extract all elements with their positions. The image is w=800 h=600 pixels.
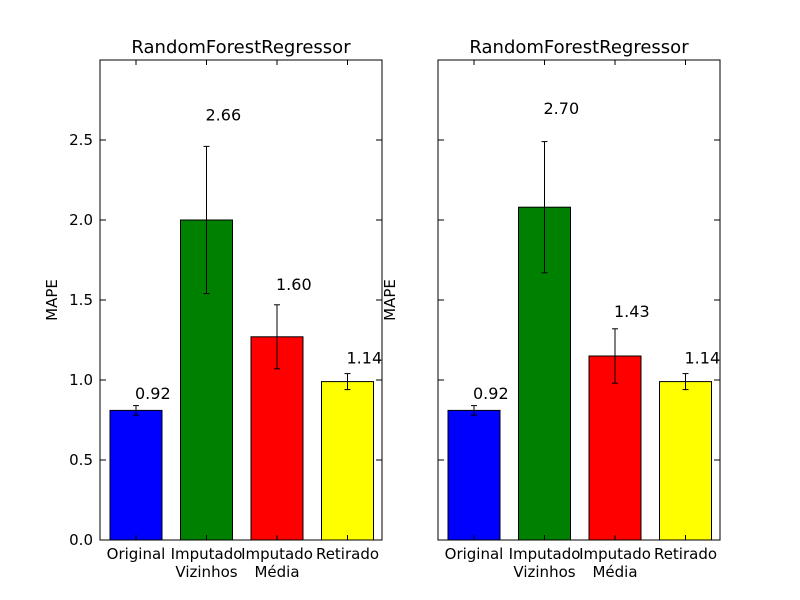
- data-label-2: 2.66: [206, 105, 242, 124]
- data-label-4: 1.14: [347, 349, 383, 368]
- axes-frame: [437, 59, 721, 541]
- y-tick-label: 0.0: [69, 531, 93, 549]
- data-label-1: 0.92: [135, 384, 171, 403]
- x-tick-label: Original: [107, 545, 166, 563]
- x-tick-label: Média: [254, 563, 299, 581]
- chart-title: RandomForestRegressor: [469, 37, 689, 58]
- chart-title: RandomForestRegressor: [131, 37, 351, 58]
- x-tick-label: Média: [592, 563, 637, 581]
- data-label-3: 1.43: [614, 302, 650, 321]
- x-tick-label: Original: [445, 545, 504, 563]
- bar-1: [447, 409, 501, 541]
- data-label-4: 1.14: [685, 349, 721, 368]
- data-label-1: 0.92: [473, 384, 509, 403]
- x-tick-label: Imputado: [579, 545, 651, 563]
- y-tick-label: 1.5: [69, 291, 93, 309]
- chart-panel-2: RandomForestRegressor MAPE 0.92 Original 2.7…: [381, 37, 721, 581]
- bar-4: [321, 381, 374, 541]
- y-tick-label: 2.5: [69, 131, 93, 149]
- x-tick-label: Imputado: [241, 545, 313, 563]
- y-tick-label: 0.5: [69, 451, 93, 469]
- x-tick-label: Vizinhos: [513, 563, 575, 581]
- x-tick-label: Imputado: [171, 545, 243, 563]
- axes-frame: [99, 59, 383, 541]
- data-label-3: 1.60: [276, 275, 312, 294]
- data-label-2: 2.70: [544, 99, 580, 118]
- bar-4: [659, 381, 712, 541]
- x-tick-label: Retirado: [316, 545, 379, 563]
- y-axis-label: MAPE: [381, 279, 399, 321]
- y-tick-label: 1.0: [69, 371, 93, 389]
- x-tick-label: Imputado: [509, 545, 581, 563]
- x-tick-label: Vizinhos: [175, 563, 237, 581]
- y-tick-label: 2.0: [69, 211, 93, 229]
- bar-1: [109, 409, 163, 541]
- bar-3: [250, 336, 304, 541]
- y-axis-label: MAPE: [43, 279, 61, 321]
- chart-panel-1: RandomForestRegressor MAPE 0.92 Original 2.6…: [43, 37, 383, 581]
- x-tick-label: Retirado: [654, 545, 717, 563]
